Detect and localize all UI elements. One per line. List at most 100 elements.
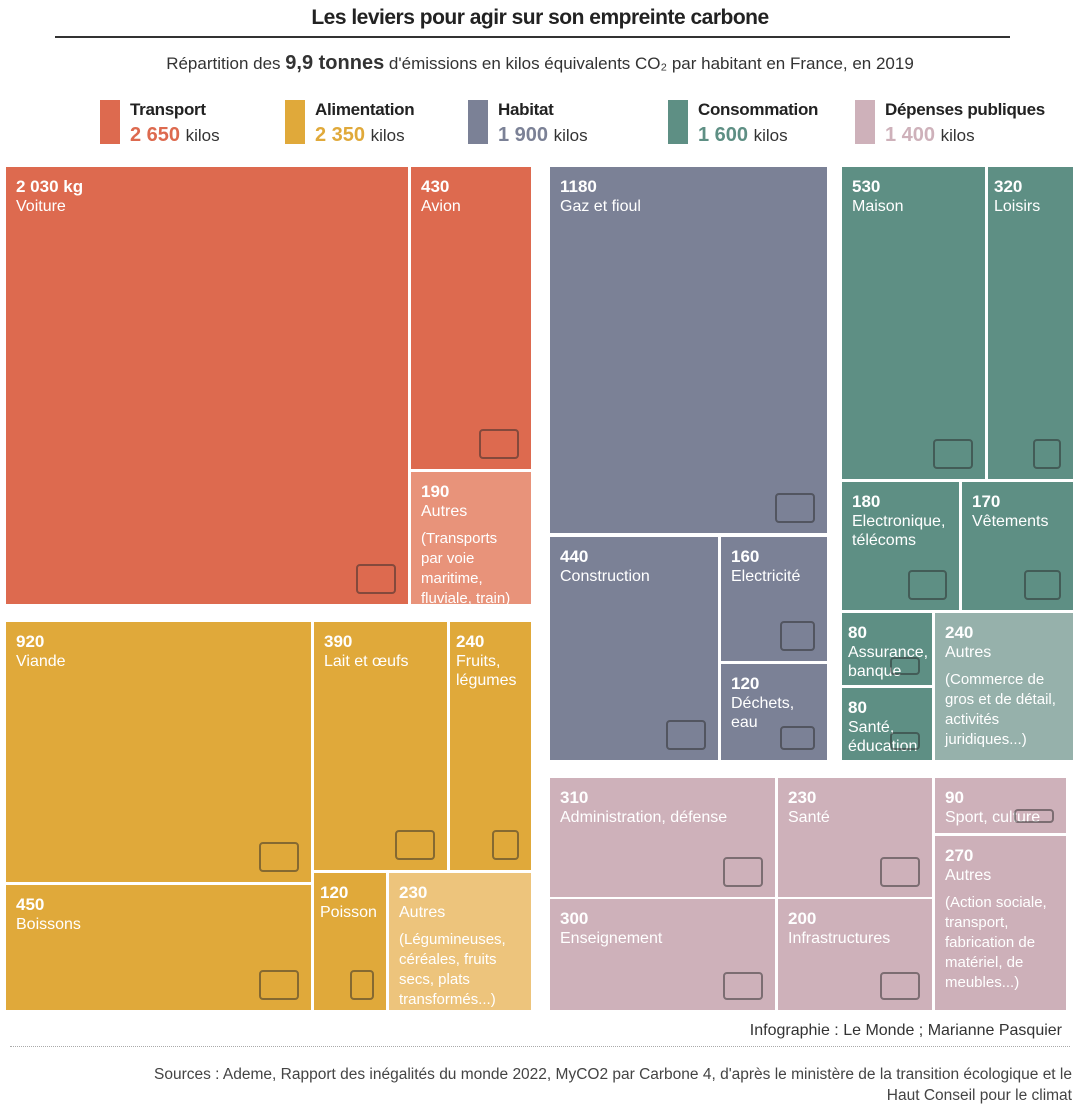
treemap-cell: 230 Autres (Légumineuses, céréales, fruits… <box>389 873 531 1010</box>
treemap-cell: 240 Fruits, légumes <box>450 622 531 870</box>
cell-value: 190 <box>421 482 450 501</box>
treemap-cell: 270 Autres (Action sociale, transport, fab… <box>935 836 1066 1010</box>
legend-unit: kilos <box>753 126 788 145</box>
cell-value: 120 <box>320 883 349 902</box>
cell-label: Santé, éducation <box>848 719 918 755</box>
treemap-cell: 390 Lait et œufs <box>314 622 447 870</box>
legend-swatch <box>668 100 688 144</box>
legend-swatch <box>285 100 305 144</box>
legend-item: Transport 2 650 kilos <box>100 100 220 147</box>
legend-value: 1 400 kilos <box>885 124 975 146</box>
treemap-cell: 430 Avion <box>411 167 531 469</box>
cell-value: 230 <box>788 788 817 807</box>
cell-label: Administration, défense <box>560 809 728 826</box>
legend-swatch <box>855 100 875 144</box>
subtitle: Répartition des 9,9 tonnes d'émissions e… <box>0 52 1080 75</box>
fruit-icon <box>492 830 519 860</box>
legend-value: 1 900 kilos <box>498 124 588 146</box>
cell-label: Autres <box>399 904 446 921</box>
cell-label: Infrastructures <box>788 930 891 947</box>
cell-value: 80 <box>848 623 867 642</box>
legend-name: Transport <box>130 100 206 119</box>
cell-value: 530 <box>852 177 881 196</box>
treemap-cell: 170 Vêtements <box>962 482 1073 610</box>
treemap-cell: 160 Electricité <box>721 537 827 661</box>
city-icon <box>723 857 763 887</box>
legend-item: Consommation 1 600 kilos <box>668 100 818 147</box>
cell-value: 300 <box>560 909 589 928</box>
cell-value: 240 <box>456 632 485 651</box>
treemap-cell: 320 Loisirs <box>988 167 1073 479</box>
subtitle-total: 9,9 tonnes <box>285 52 385 74</box>
cell-label: Vêtements <box>972 513 1049 530</box>
crane-icon <box>880 972 920 1000</box>
title-rule <box>55 36 1010 38</box>
cell-value: 310 <box>560 788 589 807</box>
treemap-cell: 90 Sport, culture <box>935 778 1066 833</box>
tools-icon <box>666 720 706 750</box>
treemap-cell: 2 030 kg Voiture <box>6 167 408 604</box>
cell-value: 80 <box>848 698 867 717</box>
cell-value: 160 <box>731 547 760 566</box>
treemap-cell: 230 Santé <box>778 778 932 897</box>
credit: Infographie : Le Monde ; Marianne Pasqui… <box>749 1022 1062 1039</box>
cell-detail: (Transports par voie maritime, fluviale,… <box>421 530 511 604</box>
treemap-cell: 920 Viande <box>6 622 311 882</box>
drop-icon <box>779 726 815 750</box>
legend-name: Alimentation <box>315 100 415 119</box>
treemap-cell: 240 Autres (Commerce de gros et de détail,… <box>935 613 1073 760</box>
cell-label: Gaz et fioul <box>560 198 641 215</box>
legend-unit: kilos <box>185 126 220 145</box>
cell-label: Electricité <box>731 568 801 585</box>
cell-value: 120 <box>731 674 760 693</box>
subtitle-before: Répartition des <box>166 54 286 73</box>
sources: Sources : Ademe, Rapport des inégalités … <box>154 1066 1072 1104</box>
cell-value: 430 <box>421 177 450 196</box>
cell-value: 320 <box>994 177 1023 196</box>
cell-value: 390 <box>324 632 353 651</box>
cell-label: Construction <box>560 568 650 585</box>
cell-label: Autres <box>421 503 468 520</box>
syringe-icon <box>880 857 920 887</box>
legend-name: Consommation <box>698 100 819 119</box>
treemap-cell: 450 Boissons <box>6 885 311 1010</box>
treemap-cell: 530 Maison <box>842 167 985 479</box>
drink-icon <box>259 970 299 1000</box>
cell-label: Boissons <box>16 916 81 933</box>
safe-icon <box>890 657 920 675</box>
cell-detail: (Légumineuses, céréales, fruits secs, pl… <box>399 931 506 1008</box>
milk-icon <box>395 830 435 860</box>
cell-value: 1180 <box>560 177 597 196</box>
cell-label: Enseignement <box>560 930 663 947</box>
legend-item: Dépenses publiques 1 400 kilos <box>855 100 1045 147</box>
cell-label: Electronique, télécoms <box>852 513 946 549</box>
chart-title: Les leviers pour agir sur son empreinte … <box>311 6 769 29</box>
cell-label: Autres <box>945 644 992 661</box>
treemap-cell: 120 Déchets, eau <box>721 664 827 760</box>
legend-value: 1 600 kilos <box>698 124 788 146</box>
cell-detail: (Action sociale, transport, fabrication … <box>945 894 1047 991</box>
cell-label: Loisirs <box>994 198 1041 215</box>
cell-label: Avion <box>421 198 461 215</box>
treemap-cell: 1180 Gaz et fioul <box>550 167 827 533</box>
cell-label: Poisson <box>320 904 377 921</box>
treemap-cell: 180 Electronique, télécoms <box>842 482 959 610</box>
legend-value: 2 650 kilos <box>130 124 220 146</box>
cell-label: Viande <box>16 653 66 670</box>
cell-value: 180 <box>852 492 881 511</box>
cell-label: Lait et œufs <box>324 653 409 670</box>
subtitle-after: d'émissions en kilos équivalents CO₂ par… <box>384 54 914 73</box>
cell-label: Santé <box>788 809 830 826</box>
cell-value: 230 <box>399 883 428 902</box>
treemap-cell: 310 Administration, défense <box>550 778 775 897</box>
cell-label: Autres <box>945 867 992 884</box>
cell-label: Déchets, eau <box>731 695 795 731</box>
treemap-cell: 190 Autres (Transports par voie maritime, … <box>411 472 531 604</box>
treemap-cell: 120 Poisson <box>314 873 386 1010</box>
legend-item: Alimentation 2 350 kilos <box>285 100 415 147</box>
cell-value: 2 030 kg <box>16 177 84 196</box>
house-icon <box>933 439 973 469</box>
fish-icon <box>350 970 374 1000</box>
cell-label: Voiture <box>16 198 66 215</box>
cell-value: 90 <box>945 788 964 807</box>
